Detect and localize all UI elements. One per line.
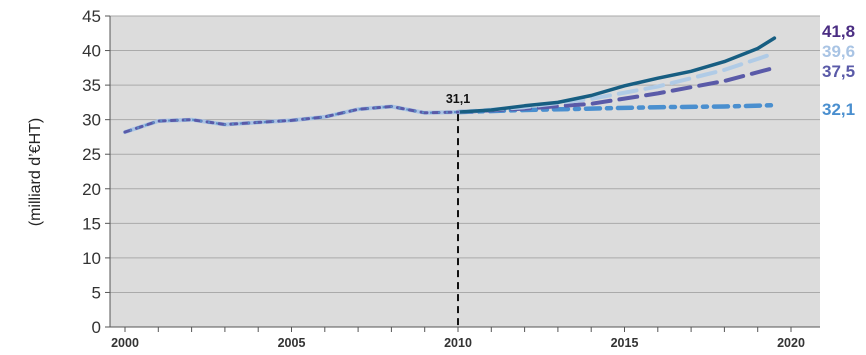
y-tick-labels: 0 5 10 15 20 25 30 35 40 45 — [82, 7, 101, 337]
y-axis-title: (milliard d’€HT) — [27, 118, 44, 226]
end-label-39-6: 39,6 — [822, 42, 855, 61]
y-tick-label: 45 — [82, 7, 101, 26]
y-tick-label: 15 — [82, 214, 101, 233]
end-label-37-5: 37,5 — [822, 62, 855, 81]
y-tick-label: 40 — [82, 42, 101, 61]
y-tick-label: 35 — [82, 76, 101, 95]
y-tick-label: 0 — [92, 318, 101, 337]
x-tick-labels: 2000 2005 2010 2015 2020 — [111, 336, 805, 350]
end-label-41-8: 41,8 — [822, 22, 855, 41]
x-tick-label: 2020 — [777, 336, 805, 350]
axes — [105, 15, 820, 332]
plot-background — [110, 16, 820, 327]
y-tick-label: 20 — [82, 180, 101, 199]
series-lines — [123, 36, 777, 135]
x-tick-label: 2010 — [444, 336, 472, 350]
x-tick-label: 2015 — [611, 336, 639, 350]
history-line-dash — [123, 104, 460, 134]
series-line-41-8 — [456, 36, 777, 114]
y-tick-label: 5 — [92, 283, 101, 302]
annotation-label: 31,1 — [446, 92, 470, 106]
y-tick-label: 30 — [82, 111, 101, 130]
y-tick-label: 10 — [82, 249, 101, 268]
y-tick-label: 25 — [82, 145, 101, 164]
x-tick-label: 2000 — [111, 336, 139, 350]
end-value-labels: 41,839,637,5 32,1 — [822, 22, 855, 119]
annotations: 31,1 — [446, 92, 470, 327]
gridlines — [110, 15, 820, 293]
end-label-32-1: 32,1 — [822, 100, 855, 119]
x-tick-label: 2005 — [278, 336, 306, 350]
